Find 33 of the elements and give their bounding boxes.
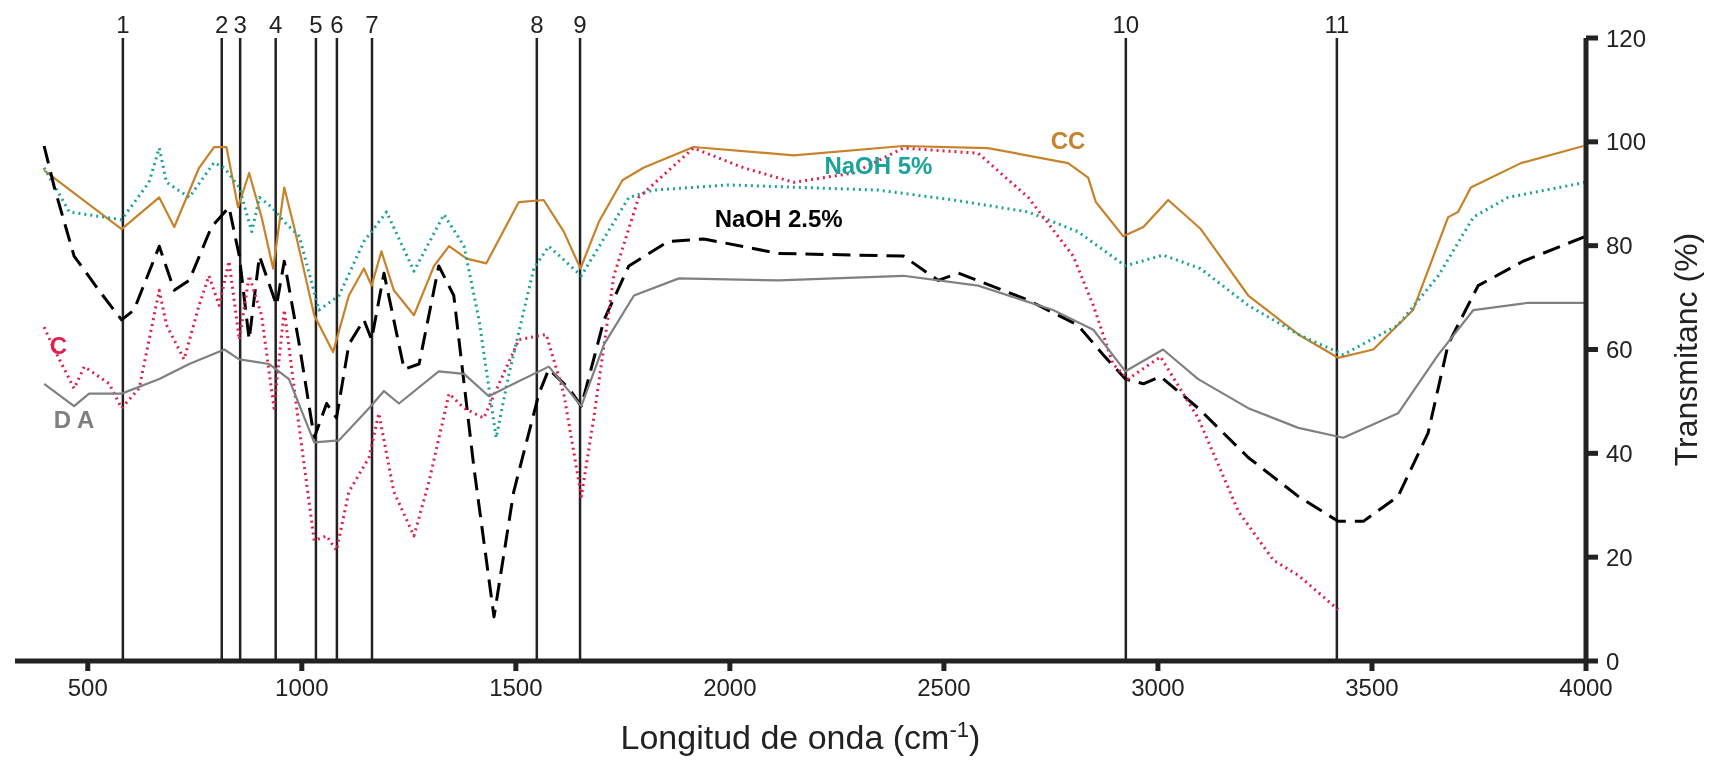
series-label: C [49,331,68,359]
annotation: 3 [233,11,247,38]
y-axis-title: Transmitanc (%) [1668,232,1704,467]
x-tick-label: 1500 [489,674,543,702]
annotation: 6 [330,11,344,38]
y-tick-label: 0 [1606,647,1620,675]
annotation: 7 [365,11,379,38]
x-tick-label: 1000 [275,674,329,702]
y-tick-label: 120 [1606,24,1647,52]
y-tick-label: 60 [1606,336,1633,364]
x-tick-label: 500 [67,674,108,702]
annotation: 4 [269,11,283,38]
y-tick-label: 100 [1606,128,1647,156]
series-label: NaOH 2.5% [714,205,843,233]
x-axis-title: Longitud de onda (cm$^{-1}$) [620,716,981,756]
x-tick-label: 2000 [703,674,757,702]
series-label: D A [53,406,95,434]
y-tick-label: 80 [1606,232,1633,260]
annotation: 2 [215,11,229,38]
annotation: 10 [1112,11,1140,38]
annotation: 9 [573,11,587,38]
x-tick-label: 4000 [1559,674,1613,702]
series-label: CC [1050,127,1086,155]
annotation: 1 [116,11,130,38]
annotation: 11 [1324,11,1350,38]
x-tick-label: 3500 [1345,674,1399,702]
annotation: 8 [530,11,544,38]
x-tick-label: 2500 [917,674,971,702]
annotation: 5 [309,11,323,38]
x-tick-label: 3000 [1131,674,1185,702]
y-tick-label: 40 [1606,439,1633,467]
y-tick-label: 20 [1606,543,1633,571]
line-series [43,274,1586,444]
